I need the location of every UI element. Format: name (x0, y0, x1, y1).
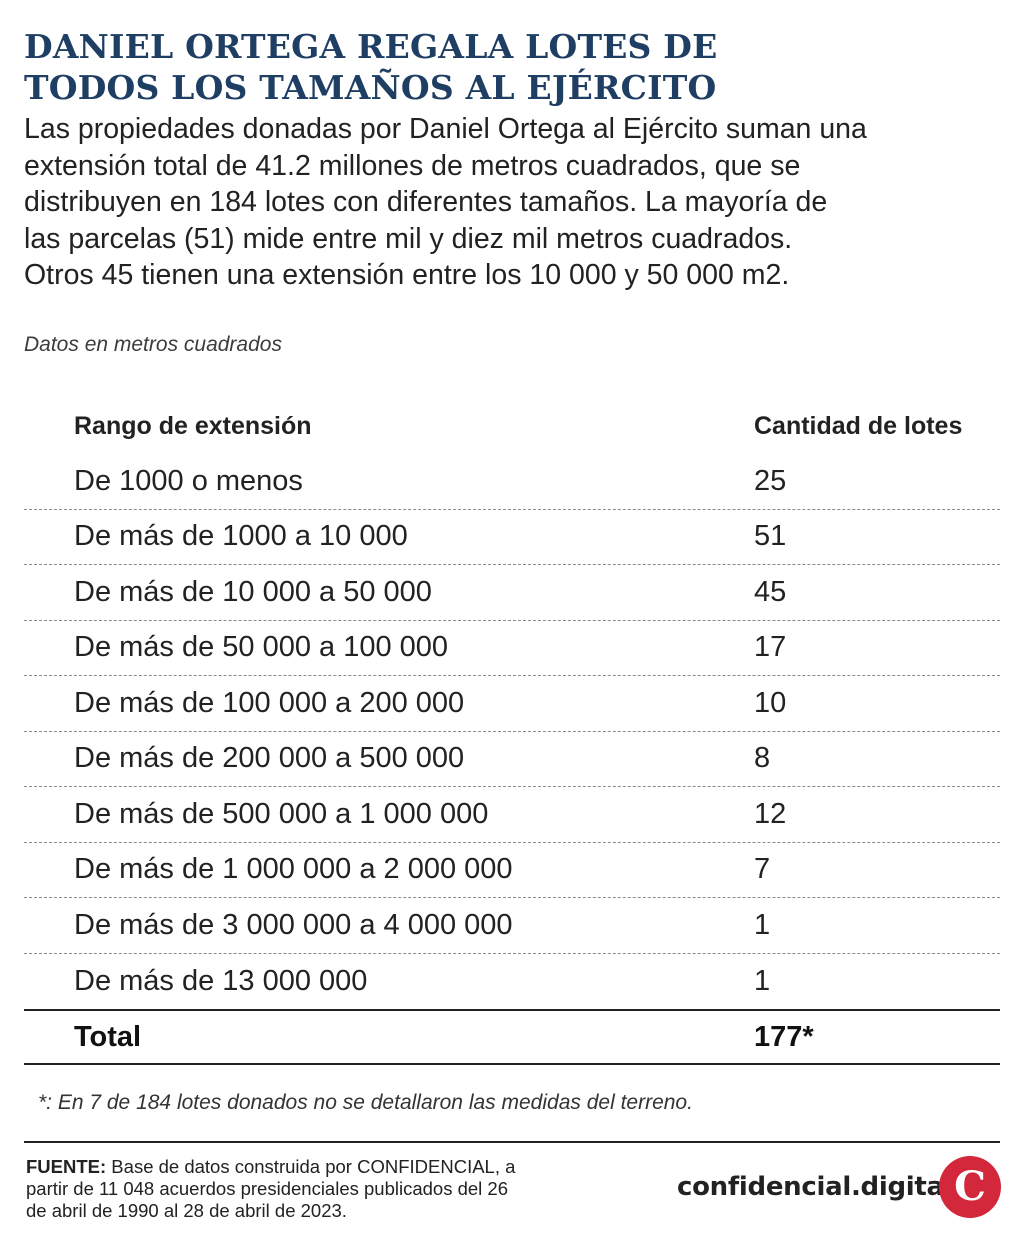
count-cell: 8 (754, 742, 771, 775)
logo-circle (939, 1156, 1001, 1218)
intro-paragraph: Las propiedades donadas por Daniel Orteg… (24, 111, 1009, 294)
source-line-3: de abril de 1990 al 28 de abril de 2023. (26, 1200, 347, 1221)
count-cell: 10 (754, 686, 787, 719)
range-cell: De más de 13 000 000 (74, 964, 368, 997)
count-cell: 7 (754, 853, 771, 886)
header-count: Cantidad de lotes (754, 412, 963, 440)
count-cell: 1 (754, 964, 771, 997)
header-range: Rango de extensión (74, 412, 312, 440)
title-line-2: TODOS LOS TAMAÑOS AL EJÉRCITO (24, 68, 717, 107)
table-header: Rango de extensión Cantidad de lotes (24, 399, 1000, 454)
total-value: 177* (754, 1020, 814, 1053)
table-row: De más de 3 000 000 a 4 000 000 1 (24, 898, 1000, 954)
source-line-2: partir de 11 048 acuerdos presidenciales… (26, 1178, 509, 1199)
range-cell: De más de 1000 a 10 000 (74, 520, 408, 553)
confidencial-logo-icon: C (939, 1156, 1001, 1218)
brand-name: confidencial.digital (677, 1172, 953, 1202)
table-row: De 1000 o menos 25 (24, 454, 1000, 510)
range-cell: De más de 1 000 000 a 2 000 000 (74, 853, 513, 886)
total-label: Total (74, 1020, 142, 1053)
intro-line-2: extensión total de 41.2 millones de metr… (24, 149, 801, 182)
data-table: Rango de extensión Cantidad de lotes De … (24, 399, 1000, 1065)
range-cell: De 1000 o menos (74, 464, 303, 497)
table-body: De 1000 o menos 25 De más de 1000 a 10 000… (24, 454, 1000, 1009)
table-row: De más de 1000 a 10 000 51 (24, 510, 1000, 565)
intro-line-1: Las propiedades donadas por Daniel Orteg… (24, 113, 867, 145)
title-line-1: DANIEL ORTEGA REGALA LOTES DE (24, 27, 718, 66)
source-line-1: Base de datos construida por CONFIDENCIA… (106, 1156, 516, 1177)
table-row: De más de 10 000 a 50 000 45 (24, 565, 1000, 621)
intro-line-3: distribuyen en 184 lotes con diferentes … (24, 186, 828, 218)
logo-letter: C (954, 1163, 986, 1210)
footnote: *: En 7 de 184 lotes donados no se detal… (38, 1091, 693, 1114)
intro-line-5: Otros 45 tienen una extensión entre los … (24, 259, 790, 291)
range-cell: De más de 50 000 a 100 000 (74, 631, 449, 664)
source-label: FUENTE: (26, 1156, 107, 1177)
count-cell: 12 (754, 797, 787, 830)
count-cell: 45 (754, 575, 787, 608)
table-row: De más de 200 000 a 500 000 8 (24, 732, 1000, 787)
count-cell: 51 (754, 520, 787, 553)
range-cell: De más de 10 000 a 50 000 (74, 575, 432, 608)
units-note: Datos en metros cuadrados (24, 333, 282, 356)
source-credit: FUENTE: Base de datos construida por CON… (26, 1156, 626, 1222)
range-cell: De más de 3 000 000 a 4 000 000 (74, 908, 513, 941)
count-cell: 1 (754, 908, 771, 941)
table-row: De más de 1 000 000 a 2 000 000 7 (24, 843, 1000, 898)
table-row: De más de 500 000 a 1 000 000 12 (24, 787, 1000, 843)
table-row: De más de 100 000 a 200 000 10 (24, 676, 1000, 732)
range-cell: De más de 500 000 a 1 000 000 (74, 797, 489, 830)
page-title: DANIEL ORTEGA REGALA LOTES DE TODOS LOS … (24, 26, 1004, 108)
range-cell: De más de 200 000 a 500 000 (74, 742, 465, 775)
table-total-row: Total 177* (24, 1009, 1000, 1065)
table-row: De más de 13 000 000 1 (24, 954, 1000, 1010)
count-cell: 17 (754, 631, 787, 664)
table-row: De más de 50 000 a 100 000 17 (24, 621, 1000, 676)
intro-line-4: las parcelas (51) mide entre mil y diez … (24, 222, 793, 255)
count-cell: 25 (754, 464, 787, 497)
footer-divider (24, 1141, 1000, 1143)
range-cell: De más de 100 000 a 200 000 (74, 686, 465, 719)
